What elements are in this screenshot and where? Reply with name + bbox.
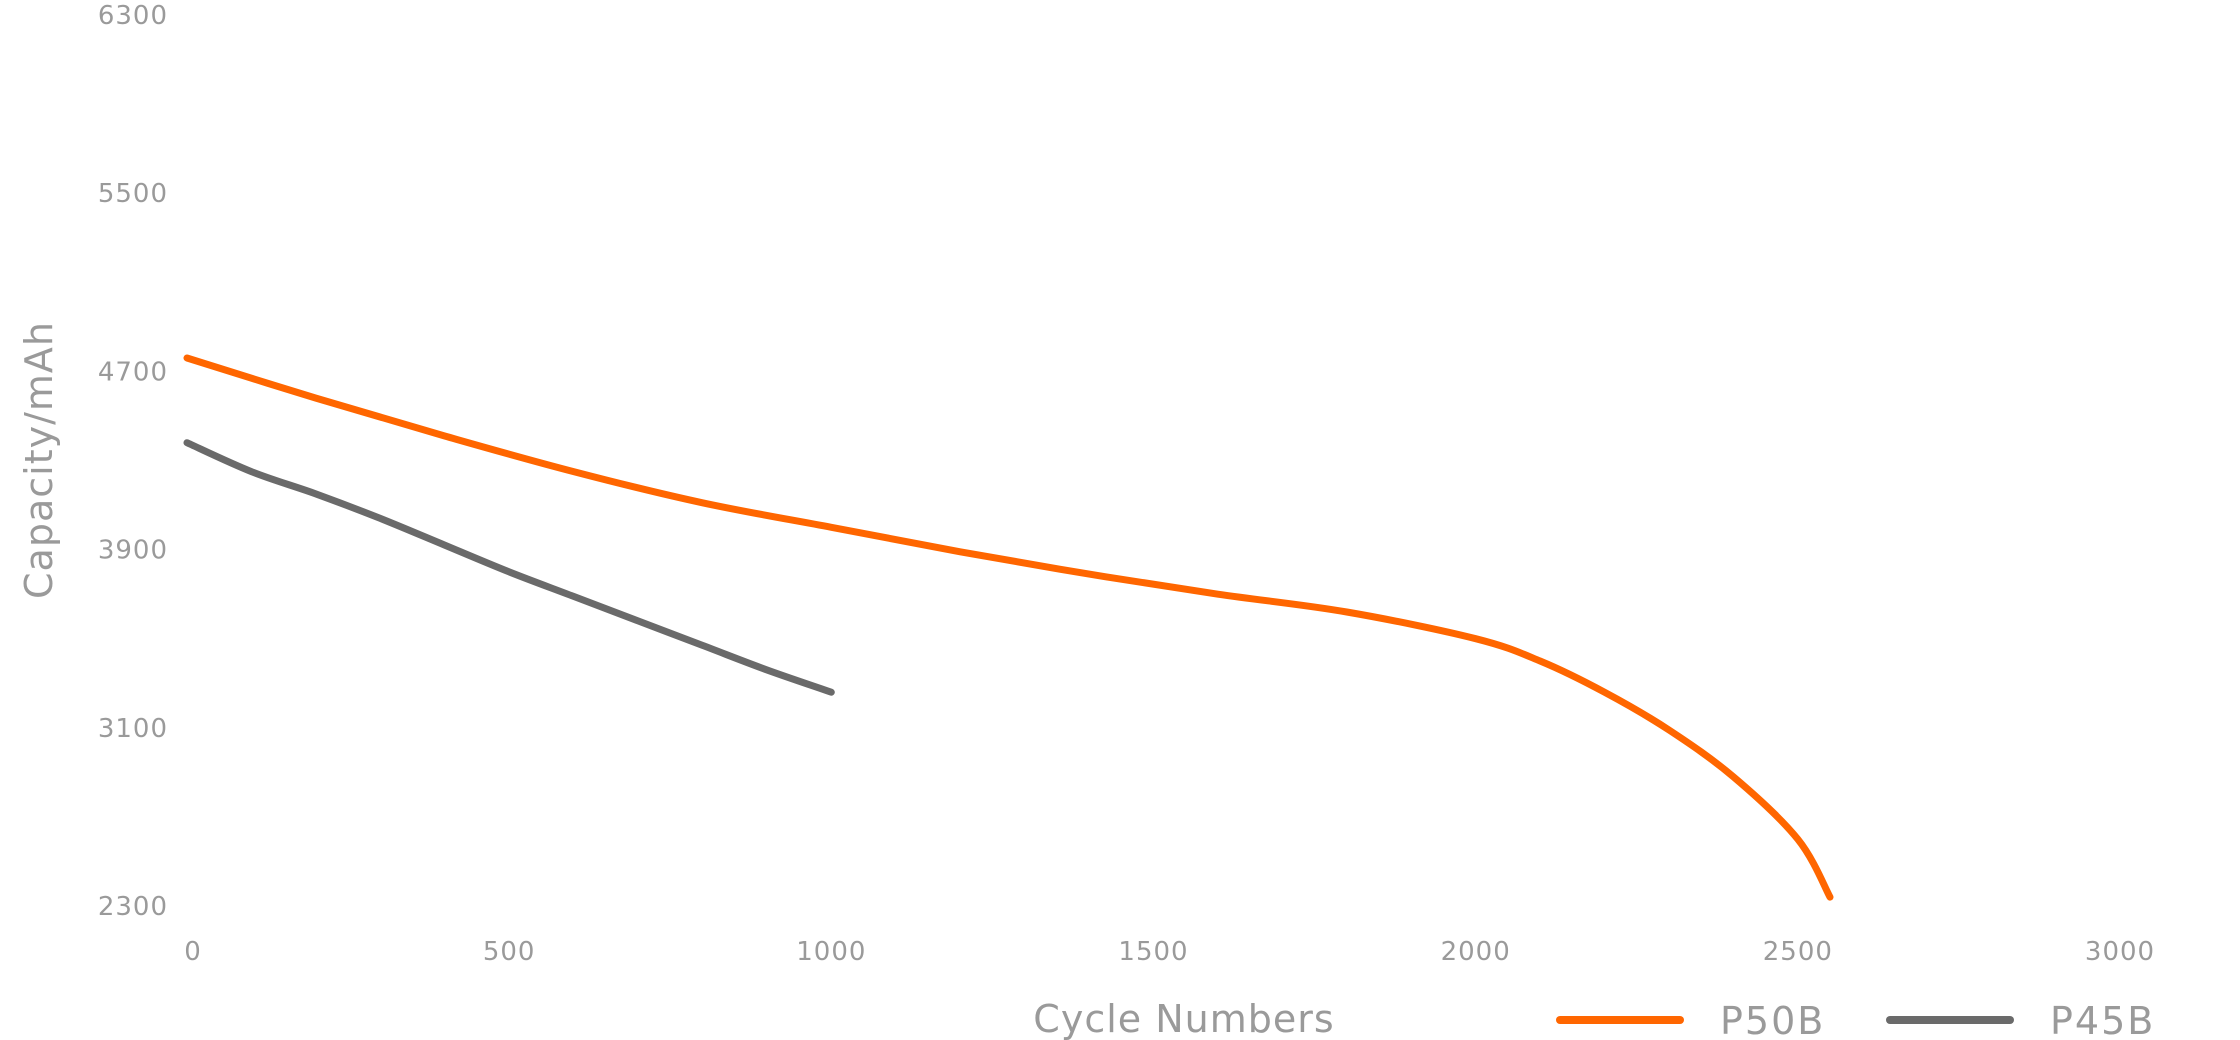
legend-label-p45b: P45B: [2050, 999, 2155, 1040]
legend: P50B P45B: [1556, 999, 2155, 1040]
y-tick-label: 4700: [98, 357, 168, 387]
series-line-p50b: [183, 354, 1834, 901]
x-tick-label: 2500: [1763, 937, 1833, 967]
y-tick-label: 3100: [98, 714, 168, 744]
y-axis-ticks: 6300 5500 4700 3900 3100 2300: [98, 1, 168, 922]
x-tick-label: 1500: [1118, 937, 1188, 967]
series-layer: [183, 354, 1834, 901]
x-tick-label: 2000: [1441, 937, 1511, 967]
y-axis-title: Capacity/mAh: [17, 321, 61, 599]
x-axis-ticks: 0 500 1000 1500 2000 2500 3000: [184, 937, 2155, 967]
y-tick-label: 3900: [98, 536, 168, 566]
x-axis-title: Cycle Numbers: [1033, 997, 1334, 1040]
x-tick-label: 500: [483, 937, 536, 967]
x-tick-label: 1000: [796, 937, 866, 967]
legend-label-p50b: P50B: [1720, 999, 1825, 1040]
series-line-p45b: [183, 439, 835, 696]
y-tick-label: 2300: [98, 892, 168, 922]
x-tick-label: 0: [184, 937, 202, 967]
y-tick-label: 5500: [98, 179, 168, 209]
y-tick-label: 6300: [98, 1, 168, 31]
x-tick-label: 3000: [2085, 937, 2155, 967]
